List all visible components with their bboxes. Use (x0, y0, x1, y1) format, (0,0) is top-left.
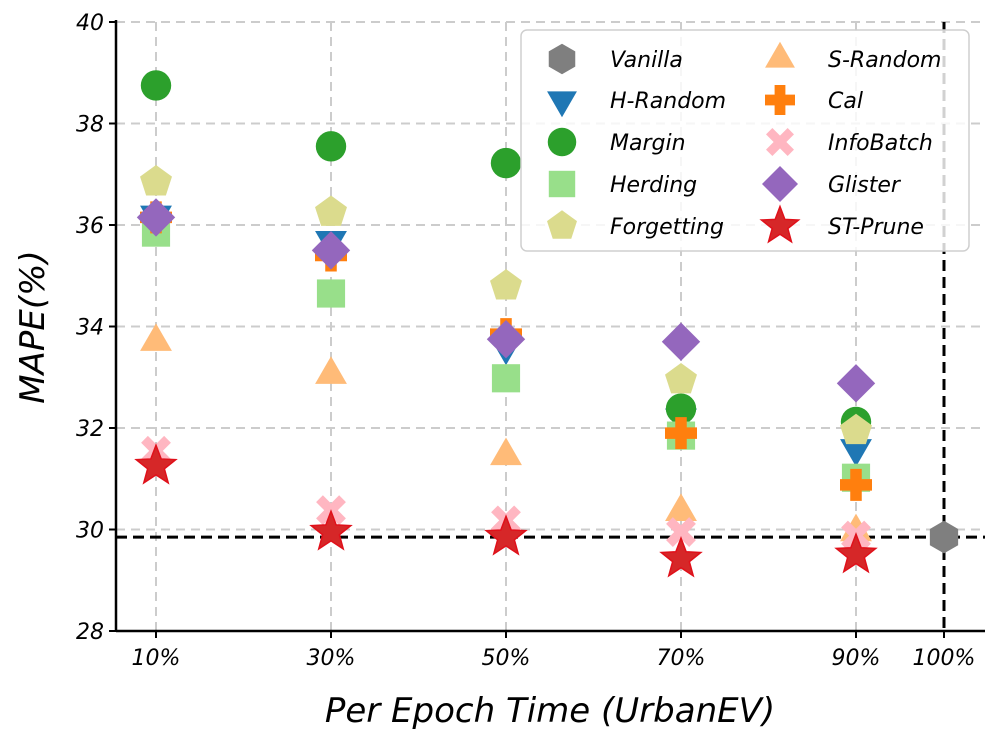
point-st-prune (834, 531, 878, 574)
legend-marker (547, 91, 577, 118)
series-forgetting (140, 165, 872, 445)
point-forgetting (665, 362, 697, 394)
legend-marker (765, 85, 795, 115)
x-tick-label: 70% (657, 646, 706, 671)
point-vanilla (929, 520, 959, 554)
legend-label: InfoBatch (828, 131, 933, 156)
point-s-random (315, 356, 347, 384)
legend-marker (548, 170, 576, 198)
point-s-random (490, 437, 522, 466)
legend-label: Forgetting (610, 215, 724, 240)
legend-item-st-prune: ST-Prune (759, 204, 924, 244)
point-cal (840, 468, 872, 501)
point-forgetting (840, 413, 872, 445)
point-margin (315, 131, 347, 162)
point-s-random (665, 493, 697, 521)
legend-item-infobatch: InfoBatch (766, 128, 933, 156)
reference-lines (116, 22, 985, 631)
x-tick-label: 10% (132, 646, 181, 671)
x-axis-title: Per Epoch Time (UrbanEV) (325, 691, 775, 731)
legend-item-h-random: H-Random (547, 89, 726, 118)
y-tick-label: 36 (76, 214, 104, 239)
point-st-prune (659, 536, 703, 578)
point-margin (490, 147, 522, 179)
point-herding (491, 364, 521, 393)
legend-item-vanilla: Vanilla (548, 43, 683, 75)
legend-item-s-random: S-Random (765, 41, 941, 73)
legend-label: Vanilla (610, 48, 683, 73)
legend-label: ST-Prune (828, 215, 924, 240)
legend-box (520, 29, 970, 252)
legend-item-cal: Cal (765, 85, 863, 115)
series-glister (136, 198, 876, 403)
point-st-prune (134, 443, 178, 485)
point-glister (311, 231, 351, 270)
y-tick-label: 28 (76, 620, 104, 645)
legend-label: Glister (828, 173, 902, 198)
legend-marker (766, 128, 794, 156)
legend-marker (759, 204, 801, 244)
y-tick-label: 34 (76, 316, 104, 341)
y-tick-label: 32 (76, 417, 104, 442)
y-tick-label: 30 (76, 519, 104, 544)
legend-marker (765, 41, 795, 68)
y-axis-title: MAPE(%) (13, 250, 53, 403)
legend-item-herding: Herding (548, 170, 697, 198)
legend-label: Margin (610, 131, 686, 156)
point-s-random (140, 323, 172, 351)
legend-label: Cal (828, 89, 863, 114)
data-points (134, 70, 959, 578)
legend-item-margin: Margin (547, 127, 686, 157)
legend: Vanilla H-Random Margin Herding Forgetting S-… (520, 29, 970, 252)
tick-labels: 28 30 32 34 36 38 40 10% 30% 50% 70% 90% 100% (76, 11, 975, 671)
point-infobatch (666, 517, 696, 547)
legend-marker (548, 43, 576, 75)
point-st-prune (309, 509, 353, 551)
legend-marker (547, 210, 577, 239)
legend-label: Herding (610, 173, 697, 198)
legend-marker (762, 166, 798, 202)
point-herding (316, 279, 346, 308)
x-tick-label: 100% (913, 646, 976, 671)
point-cal (665, 417, 697, 450)
point-glister (136, 198, 176, 237)
point-forgetting (315, 195, 347, 226)
x-tick-label: 50% (482, 646, 531, 671)
legend-item-forgetting: Forgetting (547, 210, 724, 240)
legend-marker (547, 127, 577, 157)
legend-label: S-Random (828, 48, 941, 73)
y-tick-label: 38 (76, 113, 104, 138)
x-tick-label: 90% (832, 646, 881, 671)
legend-item-glister: Glister (762, 166, 902, 202)
legend-label: H-Random (610, 89, 726, 114)
series-vanilla (929, 520, 959, 554)
x-tick-label: 30% (307, 646, 356, 671)
point-h-random (840, 439, 872, 467)
series-st-prune (134, 443, 878, 578)
point-glister (486, 319, 526, 359)
point-st-prune (484, 514, 528, 556)
y-tick-label: 40 (76, 11, 104, 36)
point-glister (836, 364, 876, 403)
point-margin (140, 70, 172, 101)
point-forgetting (490, 269, 522, 300)
point-glister (661, 322, 701, 361)
point-margin (665, 393, 697, 424)
point-forgetting (140, 165, 172, 196)
